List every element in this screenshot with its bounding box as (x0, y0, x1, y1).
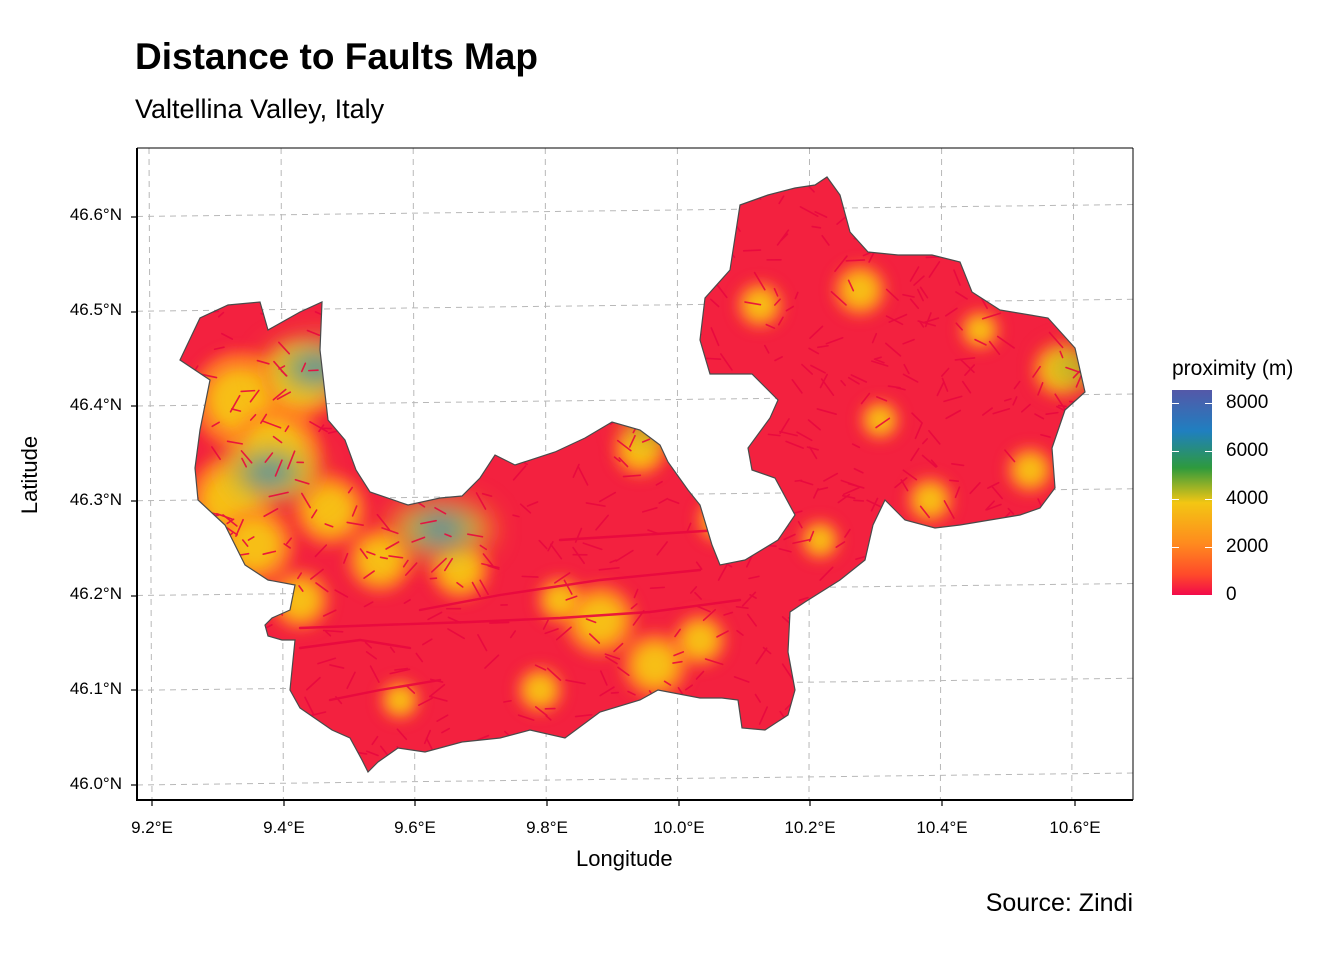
legend-label: 2000 (1226, 536, 1269, 557)
legend-label: 6000 (1226, 440, 1269, 461)
legend-label: 8000 (1226, 392, 1269, 413)
y-tick-label: 46.1°N (69, 679, 122, 698)
y-tick-label: 46.3°N (69, 490, 122, 509)
y-tick-label: 46.0°N (69, 774, 122, 793)
y-tick-label: 46.2°N (69, 584, 122, 603)
x-tick-label: 9.4°E (263, 818, 305, 837)
source-caption: Source: Zindi (985, 889, 1133, 917)
gridline-parallel (137, 204, 1133, 217)
gridline-parallel (137, 772, 1133, 786)
gridline-meridian (280, 148, 284, 800)
legend-label: 0 (1226, 584, 1237, 605)
x-tick-label: 9.2°E (131, 818, 173, 837)
y-tick-label: 46.6°N (69, 205, 122, 224)
gridline-meridian (939, 148, 943, 800)
x-axis-label: Longitude (576, 846, 673, 871)
axes-frame (131, 147, 1134, 806)
legend-colorbar (1172, 390, 1212, 596)
y-tick-label: 46.4°N (69, 395, 122, 414)
gridline-meridian (1071, 148, 1075, 800)
y-axis-label: Latitude (17, 435, 42, 515)
legend-title: proximity (m) (1172, 357, 1294, 380)
proximity-raster (180, 177, 1085, 772)
x-tick-label: 9.6°E (394, 818, 436, 837)
x-tick-label: 10.0°E (653, 818, 705, 837)
chart-subtitle: Valtellina Valley, Italy (135, 94, 385, 124)
x-tick-label: 10.2°E (784, 818, 836, 837)
x-tick-label: 10.4°E (916, 818, 968, 837)
gridline-meridian (148, 148, 153, 800)
chart-title: Distance to Faults Map (135, 36, 538, 77)
x-tick-label: 10.6°E (1049, 818, 1101, 837)
gridline-meridian (808, 148, 810, 800)
x-tick-label: 9.8°E (526, 818, 568, 837)
valtellina-boundary (179, 176, 1086, 774)
legend-label: 4000 (1226, 488, 1269, 509)
y-tick-label: 46.5°N (69, 300, 122, 319)
